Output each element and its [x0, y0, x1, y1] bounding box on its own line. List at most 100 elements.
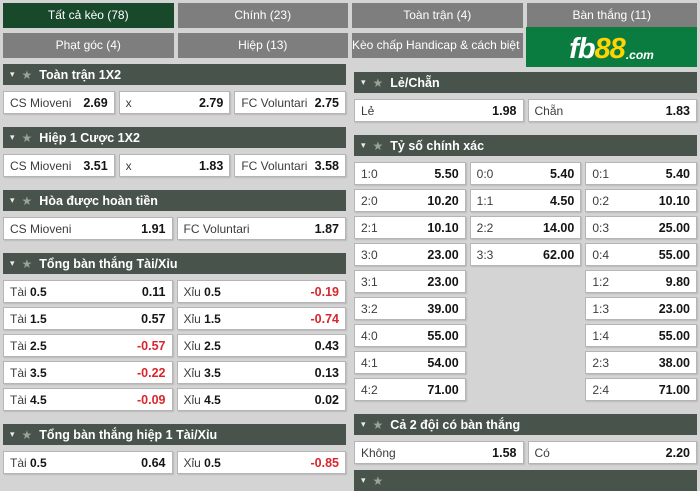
favorite-star-icon[interactable]: ★ [372, 417, 384, 432]
tab-item[interactable]: Tất cả kèo (78) [3, 3, 174, 28]
odds-cell[interactable]: Xỉu 2.5 0.43 [176, 334, 346, 357]
tab-item[interactable]: Toàn trận (4) [352, 3, 523, 28]
odds-cell[interactable]: 0:0 5.40 [469, 162, 582, 185]
section-header[interactable]: ▾ ★ Tổng bàn thắng hiệp 1 Tài/Xỉu [3, 424, 346, 445]
odds-cell[interactable]: 4:1 54.00 [354, 351, 466, 374]
odds-cell[interactable]: x 1.83 [118, 154, 231, 177]
odds-content: ▾ ★ Toàn trận 1X2 CS Mioveni 2.69 x 2.79 FC Vol… [0, 62, 700, 491]
odds-cell[interactable]: Xỉu 3.5 0.13 [176, 361, 346, 384]
odds-cell[interactable]: Tài 0.5 0.11 [3, 280, 173, 303]
odds-label: 2:2 [476, 220, 494, 235]
odds-cell[interactable]: Có 2.20 [527, 441, 697, 464]
odds-cell[interactable]: Xỉu 0.5 -0.85 [176, 451, 346, 474]
odds-cell[interactable]: 1:2 9.80 [585, 270, 697, 293]
odds-cell[interactable]: 2:2 14.00 [469, 216, 582, 239]
odds-cell[interactable]: CS Mioveni 2.69 [3, 91, 115, 114]
odds-label: 0:3 [592, 220, 610, 235]
odds-label: Xỉu 1.5 [183, 311, 221, 326]
odds-value: 55.00 [658, 247, 690, 262]
odds-section: ▾ ★ [354, 470, 697, 491]
odds-cell[interactable]: Không 1.58 [354, 441, 524, 464]
favorite-star-icon[interactable]: ★ [21, 130, 33, 145]
fb88-logo[interactable]: fb 88 .com [526, 27, 697, 67]
odds-cell[interactable]: 0:3 25.00 [585, 216, 697, 239]
favorite-star-icon[interactable]: ★ [21, 256, 33, 271]
odds-label: FC Voluntari [183, 221, 250, 236]
odds-cell[interactable]: Xỉu 4.5 0.02 [176, 388, 346, 411]
tab-item[interactable]: Hiệp (13) [177, 33, 348, 58]
favorite-star-icon[interactable]: ★ [21, 193, 33, 208]
odds-cell[interactable]: Tài 1.5 0.57 [3, 307, 173, 330]
odds-cell[interactable]: 3:0 23.00 [354, 243, 466, 266]
odds-value: 3.58 [314, 158, 339, 173]
collapse-caret-icon: ▾ [10, 69, 15, 79]
odds-cell[interactable]: Tài 0.5 0.64 [3, 451, 173, 474]
odds-cell[interactable]: 1:1 4.50 [469, 189, 582, 212]
odds-cell[interactable]: 4:2 71.00 [354, 378, 466, 401]
tab-item[interactable]: Kèo chấp Handicap & cách biệt (3) [352, 33, 523, 58]
odds-cell[interactable]: 0:2 10.10 [585, 189, 697, 212]
odds-cell[interactable]: CS Mioveni 1.91 [3, 217, 173, 240]
odds-cell[interactable]: Xỉu 1.5 -0.74 [176, 307, 346, 330]
odds-cell[interactable]: Lẻ 1.98 [354, 99, 524, 122]
odds-label: Chẵn [534, 103, 564, 118]
favorite-star-icon[interactable]: ★ [21, 427, 33, 442]
odds-cell[interactable]: 2:4 71.00 [585, 378, 697, 401]
odds-cell[interactable]: 2:0 10.20 [354, 189, 466, 212]
odds-label: 1:2 [592, 274, 610, 289]
section-title: Hiệp 1 Cược 1X2 [39, 130, 140, 145]
odds-cell[interactable]: CS Mioveni 3.51 [3, 154, 115, 177]
favorite-star-icon[interactable]: ★ [372, 138, 384, 153]
collapse-caret-icon: ▾ [10, 132, 15, 142]
odds-cell[interactable]: 1:3 23.00 [585, 297, 697, 320]
odds-cell[interactable]: 3:2 39.00 [354, 297, 466, 320]
odds-cell[interactable]: 0:4 55.00 [585, 243, 697, 266]
odds-value: 10.20 [427, 193, 459, 208]
section-header[interactable]: ▾ ★ Hòa được hoàn tiền [3, 190, 346, 211]
odds-cell[interactable]: Tài 2.5 -0.57 [3, 334, 173, 357]
odds-label: Không [361, 445, 396, 460]
odds-cell[interactable]: 2:3 38.00 [585, 351, 697, 374]
odds-cell[interactable]: Tài 3.5 -0.22 [3, 361, 173, 384]
tab-item[interactable]: Chính (23) [177, 3, 348, 28]
odds-cell[interactable]: 3:1 23.00 [354, 270, 466, 293]
odds-label: Tài 0.5 [10, 455, 47, 470]
odds-value: 1.58 [492, 445, 517, 460]
section-header[interactable]: ▾ ★ Hiệp 1 Cược 1X2 [3, 127, 346, 148]
section-header[interactable]: ▾ ★ Tỷ số chính xác [354, 135, 697, 156]
odds-value: 23.00 [658, 301, 690, 316]
odds-value: 1.91 [141, 221, 166, 236]
odds-grid: CS Mioveni 2.69 x 2.79 FC Voluntari 2.75 [3, 91, 346, 114]
section-title: Cả 2 đội có bàn thắng [390, 417, 521, 432]
odds-cell[interactable]: 2:1 10.10 [354, 216, 466, 239]
tab-item[interactable]: Bàn thắng (11) [526, 3, 697, 28]
odds-cell[interactable]: FC Voluntari 1.87 [176, 217, 346, 240]
odds-cell[interactable]: 1:0 5.50 [354, 162, 466, 185]
odds-value: -0.19 [310, 284, 340, 299]
section-header[interactable]: ▾ ★ Lẻ/Chẵn [354, 72, 697, 93]
odds-cell[interactable]: FC Voluntari 2.75 [234, 91, 346, 114]
odds-cell[interactable]: Xỉu 0.5 -0.19 [176, 280, 346, 303]
odds-cell[interactable]: Tài 4.5 -0.09 [3, 388, 173, 411]
odds-cell[interactable]: 1:4 55.00 [585, 324, 697, 347]
section-header[interactable]: ▾ ★ [354, 470, 697, 491]
favorite-star-icon[interactable]: ★ [21, 67, 33, 82]
odds-cell[interactable]: 0:1 5.40 [585, 162, 697, 185]
empty-grid-slot [470, 378, 582, 401]
tab-item[interactable]: Phạt góc (4) [3, 33, 174, 58]
section-header[interactable]: ▾ ★ Cả 2 đội có bàn thắng [354, 414, 697, 435]
odds-value: 23.00 [427, 247, 459, 262]
odds-cell[interactable]: x 2.79 [118, 91, 231, 114]
section-title: Lẻ/Chẵn [390, 75, 440, 90]
section-header[interactable]: ▾ ★ Tổng bàn thắng Tài/Xỉu [3, 253, 346, 274]
odds-cell[interactable]: 4:0 55.00 [354, 324, 466, 347]
section-header[interactable]: ▾ ★ Toàn trận 1X2 [3, 64, 346, 85]
odds-value: 3.51 [83, 158, 108, 173]
odds-cell[interactable]: FC Voluntari 3.58 [234, 154, 346, 177]
odds-cell[interactable]: Chẵn 1.83 [527, 99, 697, 122]
odds-cell[interactable]: 3:3 62.00 [469, 243, 582, 266]
odds-value: 5.40 [665, 166, 690, 181]
favorite-star-icon[interactable]: ★ [372, 473, 384, 488]
favorite-star-icon[interactable]: ★ [372, 75, 384, 90]
odds-label: Tài 0.5 [10, 284, 47, 299]
